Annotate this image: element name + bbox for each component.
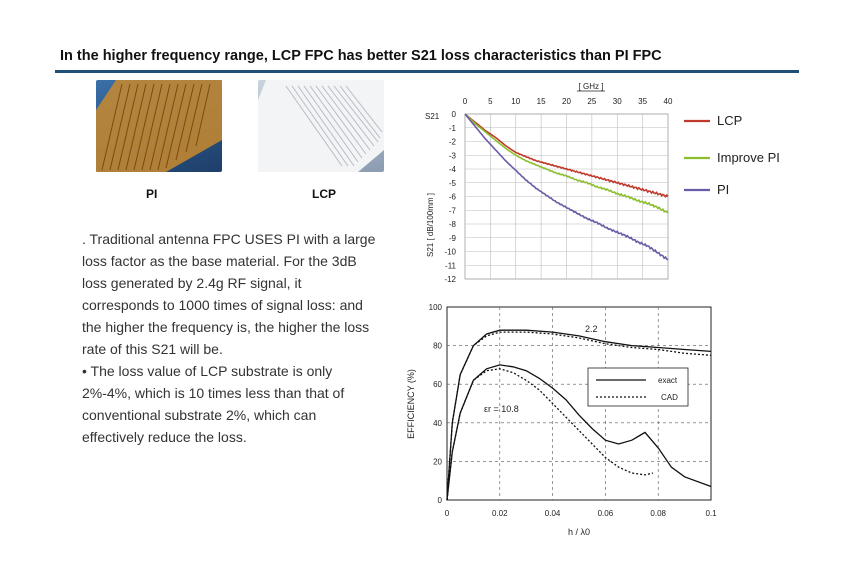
lcp-photo-label: LCP xyxy=(312,187,336,201)
s21-chart: [ GHz ] 0 5 10 15 20 25 30 35 40 0 -1 -2 -3 -4 -5 -6 -7… xyxy=(425,82,780,284)
s21-series-improve-pi xyxy=(464,113,669,214)
efficiency-y-axis-title: EFFICIENCY (%) xyxy=(406,369,416,439)
efficiency-y-tick-label: 0 xyxy=(438,496,443,505)
efficiency-chart: 0 0.02 0.04 0.06 0.08 0.1 0 20 40 60 80 100 EFFICI… xyxy=(406,303,717,537)
efficiency-series-exact-2-2 xyxy=(446,329,712,501)
efficiency-series-cad-2-2 xyxy=(446,331,712,501)
lcp-fpc-photo xyxy=(258,80,384,172)
efficiency-y-tick-label: 100 xyxy=(429,303,443,312)
s21-legend-label-improve-pi: Improve PI xyxy=(717,150,780,165)
s21-x-tick-label: 15 xyxy=(537,97,546,106)
s21-y-axis-label: S21 xyxy=(425,112,440,121)
efficiency-x-tick-label: 0 xyxy=(445,509,450,518)
s21-y-tick-label: -5 xyxy=(449,179,457,188)
s21-y-tick-label: -7 xyxy=(449,206,457,215)
s21-x-tick-label: 30 xyxy=(613,97,622,106)
annotation-er-2-2: 2.2 xyxy=(585,324,598,334)
s21-x-tick-label: 5 xyxy=(488,97,493,106)
s21-y-tick-label: -8 xyxy=(449,220,457,229)
s21-x-tick-label: 20 xyxy=(562,97,571,106)
efficiency-x-tick-label: 0.04 xyxy=(545,509,561,518)
legend-cad-label: CAD xyxy=(661,393,678,402)
page-title: In the higher frequency range, LCP FPC h… xyxy=(60,48,662,64)
s21-x-tick-label: 0 xyxy=(463,97,468,106)
s21-y-tick-label: -10 xyxy=(444,248,456,257)
efficiency-y-tick-label: 60 xyxy=(433,380,442,389)
efficiency-y-tick-label: 40 xyxy=(433,419,442,428)
s21-y-tick-label: -9 xyxy=(449,234,457,243)
s21-legend-label-lcp: LCP xyxy=(717,113,742,128)
s21-x-tick-label: 40 xyxy=(664,97,673,106)
s21-series-lcp xyxy=(464,113,669,198)
s21-y-tick-label: -11 xyxy=(445,261,457,270)
pi-photo-label: PI xyxy=(146,187,158,201)
efficiency-x-tick-label: 0.02 xyxy=(492,509,508,518)
s21-x-tick-label: 10 xyxy=(511,97,520,106)
legend-exact-label: exact xyxy=(658,376,678,385)
efficiency-y-tick-label: 80 xyxy=(433,342,442,351)
lcp-fpc-illustration xyxy=(258,80,384,172)
s21-x-axis-title: [ GHz ] xyxy=(579,82,604,91)
s21-series-pi xyxy=(464,113,669,261)
pi-fpc-photo xyxy=(96,80,222,172)
efficiency-x-tick-label: 0.1 xyxy=(705,509,717,518)
efficiency-series-cad-10-8 xyxy=(446,368,654,501)
paragraph-lcp: • The loss value of LCP substrate is onl… xyxy=(82,363,345,445)
s21-y-tick-label: -4 xyxy=(449,165,457,174)
s21-y-tick-label: -2 xyxy=(449,138,457,147)
s21-y-tick-label: 0 xyxy=(452,110,457,119)
efficiency-x-tick-label: 0.08 xyxy=(650,509,666,518)
efficiency-x-axis-title: h / λ0 xyxy=(568,527,590,537)
efficiency-plot-frame xyxy=(446,306,712,501)
s21-y-tick-label: -6 xyxy=(449,193,457,202)
title-divider xyxy=(55,70,799,73)
efficiency-legend-box xyxy=(587,367,689,407)
efficiency-x-tick-label: 0.06 xyxy=(598,509,614,518)
paragraph-pi: . Traditional antenna FPC USES PI with a… xyxy=(82,231,376,357)
s21-y-axis-title: S21 [ dB/100mm ] xyxy=(426,193,435,257)
s21-y-tick-label: -3 xyxy=(449,151,457,160)
efficiency-y-tick-label: 20 xyxy=(433,457,442,466)
s21-x-tick-label: 35 xyxy=(638,97,647,106)
s21-y-tick-label: -1 xyxy=(449,124,457,133)
s21-x-tick-label: 25 xyxy=(587,97,596,106)
pi-fpc-illustration xyxy=(96,80,222,172)
s21-legend-label-pi: PI xyxy=(717,182,729,197)
description-text: . Traditional antenna FPC USES PI with a… xyxy=(82,228,382,448)
annotation-er-10-8: εr = 10.8 xyxy=(484,404,519,414)
s21-y-tick-label: -12 xyxy=(444,275,456,284)
